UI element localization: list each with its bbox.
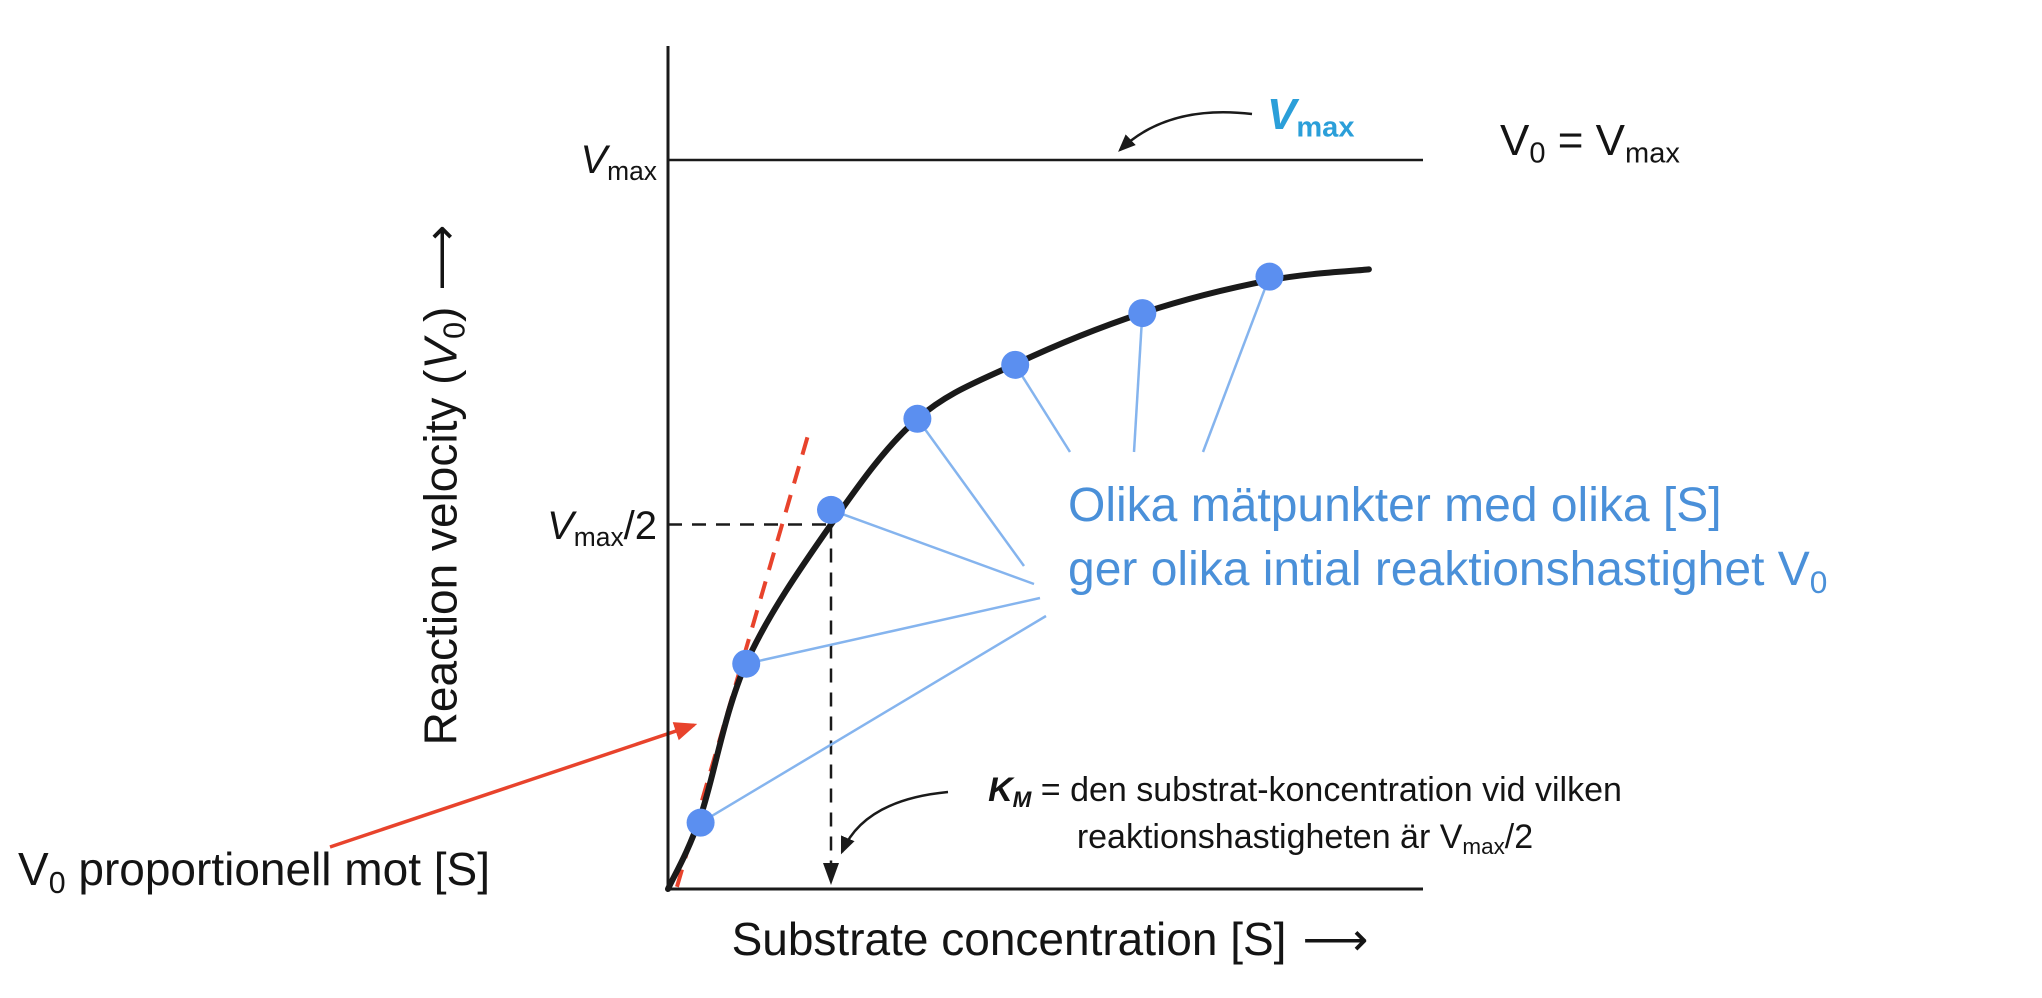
v0-proportional-text: proportionell mot [S] [65, 843, 490, 895]
km-definition-line2-text: reaktionshastigheten är V [1076, 818, 1463, 857]
km-arrowhead-icon [823, 863, 839, 885]
y-axis-var-sub: 0 [438, 321, 472, 339]
v0-equals-vmax-mid: = V [1545, 116, 1626, 165]
measurement-points-note-line2-sub: 0 [1809, 564, 1828, 601]
v0-proportional-v: V [18, 843, 49, 895]
km-note-arrow [840, 790, 949, 855]
leader-line [916, 418, 1026, 567]
km-definition-line2: reaktionshastigheten är Vmax/2 [955, 815, 1655, 862]
leader-line [1201, 276, 1271, 453]
half-vmax-tick-var: V [547, 504, 574, 548]
vmax-callout-label: Vmax [1267, 90, 1354, 145]
data-point [1128, 299, 1157, 328]
v0-equals-vmax-sub2: max [1625, 137, 1680, 170]
vmax-tick-var: V [580, 138, 608, 182]
vmax-callout-arrow [1118, 110, 1253, 152]
km-definition-line2-suffix: /2 [1504, 818, 1534, 857]
v0-equals-vmax-label: V0 = Vmax [1500, 116, 1680, 171]
data-point [903, 404, 932, 433]
km-definition-line2-sub: max [1462, 833, 1505, 859]
km-symbol: K [988, 771, 1013, 809]
y-axis-arrow-icon: ⟶ [414, 224, 467, 291]
leader-line [1014, 364, 1072, 453]
v0-proportional-label: V0 proportionell mot [S] [18, 842, 490, 901]
y-axis-label-text: Reaction velocity ( [414, 369, 467, 746]
leader-line [830, 508, 1035, 586]
leader-line [1132, 313, 1144, 453]
measurement-points-note-line1: Olika mätpunkter med olika [S] [1068, 479, 1722, 532]
measurement-points-note: Olika mätpunkter med olika [S] ger olika… [1068, 474, 1827, 604]
vmax-callout-var: V [1267, 90, 1297, 139]
x-axis-arrow-icon: ⟶ [1302, 913, 1369, 965]
data-point [686, 808, 715, 837]
v0-equals-vmax-sub1: 0 [1529, 137, 1546, 170]
measurement-points-note-line2-text: ger olika intial reaktionshastighet V [1068, 543, 1810, 597]
data-point [817, 495, 845, 524]
half-vmax-tick-sub: max [573, 521, 624, 552]
initial-slope-dashed-line [675, 431, 811, 888]
v0-equals-vmax-v: V [1500, 116, 1530, 165]
km-definition-note: KM = den substrat-koncentration vid vilk… [955, 768, 1655, 862]
y-axis-label: Reaction velocity (V0) ⟶ [414, 225, 473, 746]
leader-line [699, 614, 1047, 824]
v0-proportional-sub: 0 [48, 866, 66, 900]
vmax-callout-sub: max [1296, 111, 1355, 144]
km-definition-line1: KM = den substrat-koncentration vid vilk… [955, 768, 1655, 815]
half-vmax-tick-suffix: /2 [623, 504, 657, 548]
km-definition-line1-text: = den substrat-koncentration vid vilken [1031, 771, 1622, 809]
km-symbol-sub: M [1012, 786, 1032, 812]
vmax-tick-label: Vmax [580, 138, 657, 187]
v0-proportional-arrow [329, 722, 698, 849]
data-point [732, 649, 761, 678]
x-axis-label-text: Substrate concentration [S] [731, 913, 1287, 965]
measurement-points-note-line2: ger olika intial reaktionshastighet V0 [1068, 538, 1827, 604]
data-point [1001, 350, 1030, 379]
y-axis-var: V [414, 338, 467, 370]
data-point [1255, 262, 1284, 291]
x-axis-label: Substrate concentration [S] ⟶ [700, 912, 1400, 966]
vmax-tick-sub: max [607, 155, 657, 186]
leader-line [745, 596, 1041, 665]
y-axis-label-close: ) [414, 306, 467, 322]
half-vmax-tick-label: Vmax/2 [547, 504, 657, 553]
